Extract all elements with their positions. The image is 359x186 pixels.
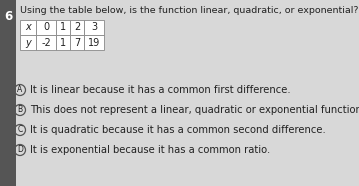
Text: y: y [25, 38, 31, 47]
Bar [20, 35, 36, 50]
Text: D: D [17, 145, 23, 155]
Text: B: B [18, 105, 23, 115]
Text: This does not represent a linear, quadratic or exponential function.: This does not represent a linear, quadra… [30, 105, 359, 115]
Text: Using the table below, is the function linear, quadratic, or exponential?: Using the table below, is the function l… [20, 6, 359, 15]
Text: x: x [25, 23, 31, 33]
Text: 6: 6 [4, 10, 12, 23]
Text: A: A [17, 86, 23, 94]
Bar [84, 20, 104, 35]
Bar [20, 20, 36, 35]
Text: 0: 0 [43, 23, 49, 33]
Text: It is quadratic because it has a common second difference.: It is quadratic because it has a common … [30, 125, 326, 135]
Bar [70, 20, 84, 35]
Bar [36, 20, 56, 35]
Text: 1: 1 [60, 38, 66, 47]
Text: 7: 7 [74, 38, 80, 47]
Text: It is linear because it has a common first difference.: It is linear because it has a common fir… [30, 85, 291, 95]
Text: 19: 19 [88, 38, 100, 47]
Text: 2: 2 [74, 23, 80, 33]
Bar [56, 35, 70, 50]
Text: -2: -2 [41, 38, 51, 47]
Bar [36, 35, 56, 50]
Text: C: C [17, 126, 23, 134]
Text: 3: 3 [91, 23, 97, 33]
Text: 1: 1 [60, 23, 66, 33]
Bar [0, 0, 16, 186]
Bar [56, 20, 70, 35]
Bar [70, 35, 84, 50]
Bar [84, 35, 104, 50]
Text: It is exponential because it has a common ratio.: It is exponential because it has a commo… [30, 145, 270, 155]
